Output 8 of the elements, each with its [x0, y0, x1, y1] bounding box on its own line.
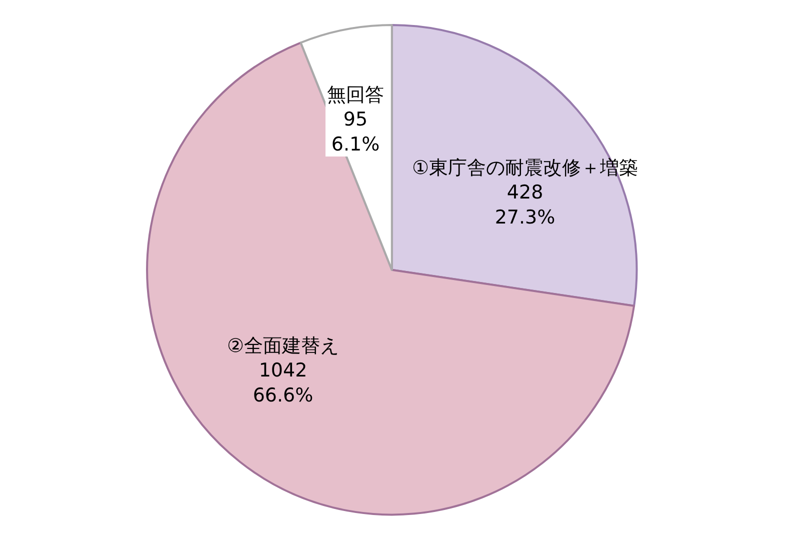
pie-slice — [146, 42, 636, 516]
slice-label: ②全面建替え — [227, 335, 340, 357]
pie-slice — [390, 24, 638, 307]
data-label: 428 27.3% — [494, 182, 556, 228]
slice-label: ①東庁舎の耐震改修＋増築 — [412, 157, 638, 179]
data-label: 1042 66.6% — [252, 360, 314, 406]
slice-label: 無回答 — [327, 84, 384, 106]
data-label: 95 6.1% — [331, 108, 380, 156]
